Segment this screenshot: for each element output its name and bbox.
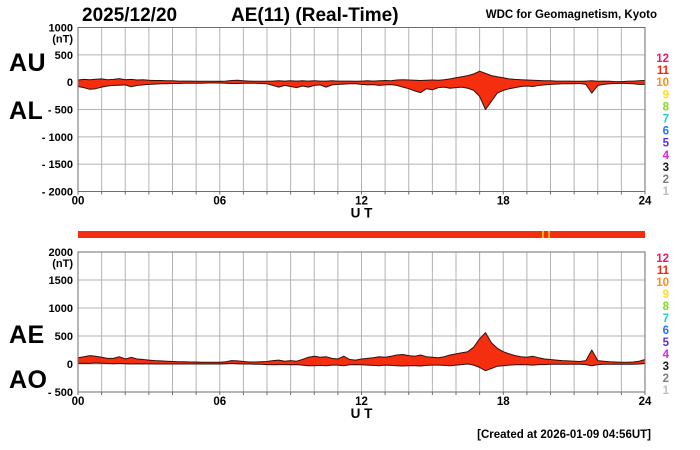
station-count-10: 10 [656,77,669,89]
y-tick-label: - 500 [48,105,73,117]
station-count-7: 7 [663,114,669,126]
page-title: AE(11) (Real-Time) [231,5,399,26]
label-al: AL [9,97,44,125]
availability-mark [548,231,550,238]
y-axis-unit: (nT) [52,258,73,270]
station-count-12: 12 [656,253,669,265]
plot-date: 2025/12/20 [82,5,178,26]
x-axis-label: U T [351,206,374,221]
x-tick-label: 24 [639,196,652,208]
station-count-8: 8 [663,101,670,113]
y-tick-label: - 500 [48,387,73,399]
station-count-9: 9 [663,289,669,301]
y-tick-label: 500 [55,50,73,62]
label-ae: AE [9,321,45,349]
y-tick-label: - 1500 [42,159,73,171]
station-count-5: 5 [663,138,670,150]
x-tick-label: 00 [72,196,85,208]
y-tick-label: 1000 [49,303,73,315]
station-count-11: 11 [657,265,670,277]
station-count-10: 10 [656,277,669,289]
station-count-1: 1 [663,186,670,198]
station-count-8: 8 [663,301,670,313]
y-tick-label: 0 [67,77,73,89]
availability-bar [78,231,645,238]
x-tick-label: 06 [213,196,226,208]
availability-mark [542,231,544,238]
y-tick-label: - 2000 [42,187,73,199]
x-tick-label: 12 [355,196,368,208]
plot-frame [77,27,646,192]
station-count-2: 2 [663,174,669,186]
station-count-12: 12 [656,53,669,65]
x-tick-label: 24 [639,396,652,408]
data-source-label: WDC for Geomagnetism, Kyoto [485,9,657,21]
station-count-7: 7 [663,313,669,325]
station-count-2: 2 [663,373,669,385]
station-count-4: 4 [663,349,670,361]
y-tick-label: 0 [67,359,73,371]
station-count-9: 9 [663,89,669,101]
station-count-5: 5 [663,337,670,349]
created-timestamp: [Created at 2026-01-09 04:56UT] [477,429,651,441]
station-count-3: 3 [663,361,669,373]
y-tick-label: 500 [55,331,73,343]
station-count-4: 4 [663,150,670,162]
x-tick-label: 06 [213,396,226,408]
y-tick-label: 1000 [49,23,73,35]
label-au: AU [9,49,47,77]
x-axis-label: U T [351,406,374,421]
x-tick-label: 18 [497,396,510,408]
station-count-6: 6 [663,325,669,337]
y-tick-label: 1500 [49,275,73,287]
station-count-6: 6 [663,126,669,138]
plot-frame [77,251,646,393]
station-count-1: 1 [663,385,670,397]
x-tick-label: 18 [497,196,510,208]
y-tick-label: - 1000 [42,132,73,144]
y-axis-unit: (nT) [52,34,73,46]
y-tick-label: 2000 [49,247,73,259]
x-tick-label: 00 [72,396,85,408]
x-tick-label: 12 [355,396,368,408]
label-ao: AO [9,366,48,394]
station-count-3: 3 [663,162,669,174]
station-count-11: 11 [657,65,670,77]
